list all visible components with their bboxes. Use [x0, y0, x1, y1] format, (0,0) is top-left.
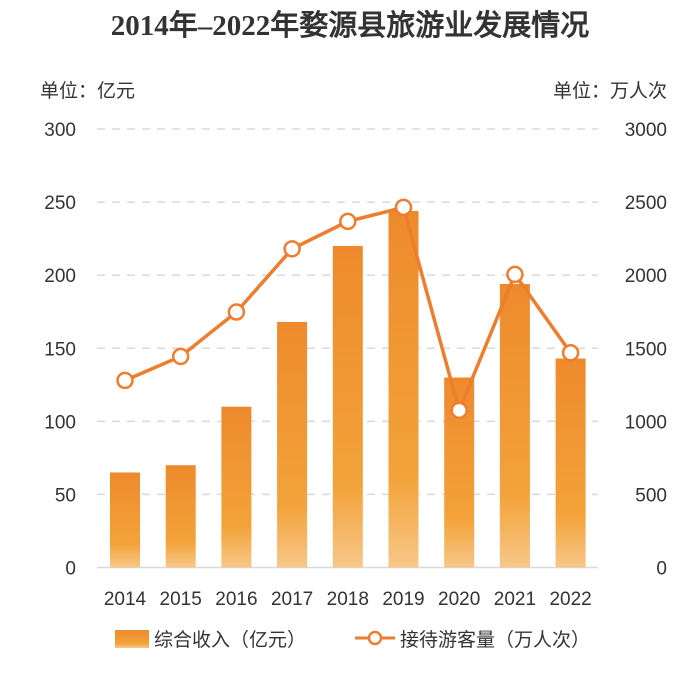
right-axis-tick: 2500 [625, 193, 667, 214]
left-axis-unit: 单位：亿元 [40, 81, 136, 102]
right-axis-unit: 单位：万人次 [552, 81, 667, 102]
line-point-2019 [394, 198, 413, 217]
legend-bar-label: 综合收入（亿元） [154, 629, 306, 651]
chart-title: 2014年–2022年婺源县旅游业发展情况 [110, 10, 590, 42]
left-axis-tick: 200 [44, 266, 76, 287]
left-axis-tick: 50 [55, 485, 76, 506]
left-axis-tick: 0 [65, 559, 76, 580]
line-point-2014 [116, 371, 134, 390]
right-axis-tick: 1000 [625, 412, 667, 433]
right-axis-tick: 0 [656, 559, 667, 580]
bar-2014 [110, 472, 140, 568]
line-point-2020 [450, 401, 468, 420]
right-axis-tick: 3000 [625, 120, 667, 141]
left-axis-tick: 100 [44, 412, 76, 433]
bar-2018 [332, 245, 363, 568]
bar-2021 [499, 283, 530, 568]
left-axis-tick: 250 [44, 193, 76, 214]
line-point-2015 [171, 347, 190, 366]
legend-line-marker [367, 630, 383, 646]
legend-line-label: 接待游客量（万人次） [400, 629, 590, 651]
x-axis-tick: 2017 [271, 589, 313, 610]
left-axis-tick: 300 [44, 120, 76, 141]
line-point-2021 [506, 265, 524, 284]
bar-2019 [388, 210, 419, 568]
legend: 综合收入（亿元） 接待游客量（万人次） [115, 629, 590, 651]
bar-2016 [221, 406, 252, 568]
x-axis-tick: 2019 [382, 589, 424, 610]
line-point-2022 [561, 344, 580, 362]
x-axis-tick: 2022 [549, 589, 591, 610]
x-axis-tick: 2020 [438, 589, 480, 610]
line-point-2018 [339, 212, 357, 231]
bar-2015 [165, 465, 196, 568]
x-axis-tick: 2018 [327, 589, 369, 610]
line-point-2016 [227, 303, 246, 321]
bar-2017 [277, 321, 308, 568]
bar-2022 [555, 358, 586, 568]
line-point-2017 [283, 240, 301, 258]
x-axis-tick: 2016 [215, 589, 257, 610]
x-axis-tick: 2015 [160, 589, 202, 610]
right-axis-tick: 500 [635, 485, 667, 506]
legend-bar-swatch [115, 630, 149, 648]
x-axis-tick: 2014 [104, 589, 147, 610]
right-axis-tick: 2000 [625, 266, 667, 287]
x-axis-tick: 2021 [494, 589, 536, 610]
right-axis-tick: 1500 [625, 339, 667, 360]
left-axis-tick: 150 [44, 339, 76, 360]
